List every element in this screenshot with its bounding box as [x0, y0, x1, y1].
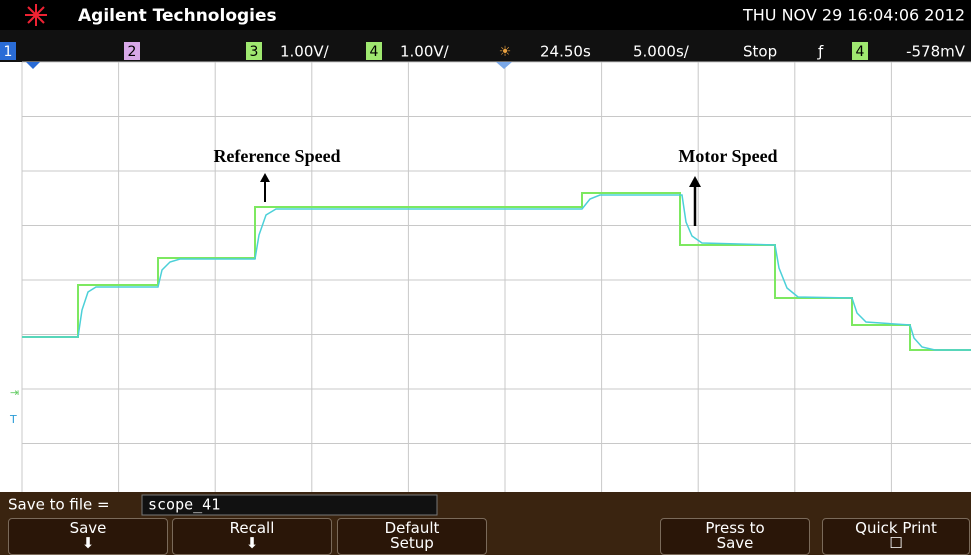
- brand: Agilent Technologies: [78, 6, 277, 26]
- status-bar: [0, 30, 971, 62]
- softkey-press-to-save[interactable]: Press to Save: [660, 518, 810, 555]
- logo: [25, 4, 47, 26]
- softkey-label: Press to Save: [690, 521, 780, 551]
- arrow-icon: ⬇: [246, 534, 259, 552]
- save-label: Save to file =: [8, 496, 110, 514]
- arrow-icon: ⬇: [82, 534, 95, 552]
- ch4-scale: 1.00V/: [400, 43, 450, 61]
- display: Agilent Technologies THU NOV 29 16:04:06…: [0, 0, 971, 555]
- annotation-motor: Motor Speed: [678, 146, 777, 166]
- ch1: 1: [4, 44, 13, 60]
- datetime: THU NOV 29 16:04:06 2012: [742, 6, 965, 25]
- delay: 24.50s: [540, 43, 591, 61]
- run-state: Stop: [743, 43, 777, 61]
- softkey-quick-print[interactable]: Quick Print☐: [822, 518, 970, 555]
- softkey-default-setup[interactable]: Default Setup: [337, 518, 487, 555]
- softkey-save[interactable]: Save⬇: [8, 518, 168, 555]
- ch3: 3: [250, 44, 259, 60]
- plot-area: [0, 62, 971, 492]
- ch4: 4: [370, 44, 379, 60]
- trigger-source: 4: [856, 44, 865, 60]
- trigger-level: -578mV: [906, 43, 966, 61]
- delay-icon: ☀: [499, 44, 512, 60]
- checkbox-icon: ☐: [889, 534, 902, 552]
- trig-level-marker: T: [9, 413, 17, 426]
- softkey-label: Default Setup: [367, 521, 457, 551]
- ch3-scale: 1.00V/: [280, 43, 330, 61]
- scope-screen: Agilent Technologies THU NOV 29 16:04:06…: [0, 0, 971, 555]
- filename: scope_41: [148, 496, 220, 514]
- timebase: 5.000s/: [633, 43, 690, 61]
- annotation-reference: Reference Speed: [213, 146, 340, 166]
- softkey-recall[interactable]: Recall⬇: [172, 518, 332, 555]
- trigger-slope: ƒ: [817, 43, 824, 61]
- ch2: 2: [128, 44, 137, 60]
- ch-marker: ⇥: [10, 386, 19, 399]
